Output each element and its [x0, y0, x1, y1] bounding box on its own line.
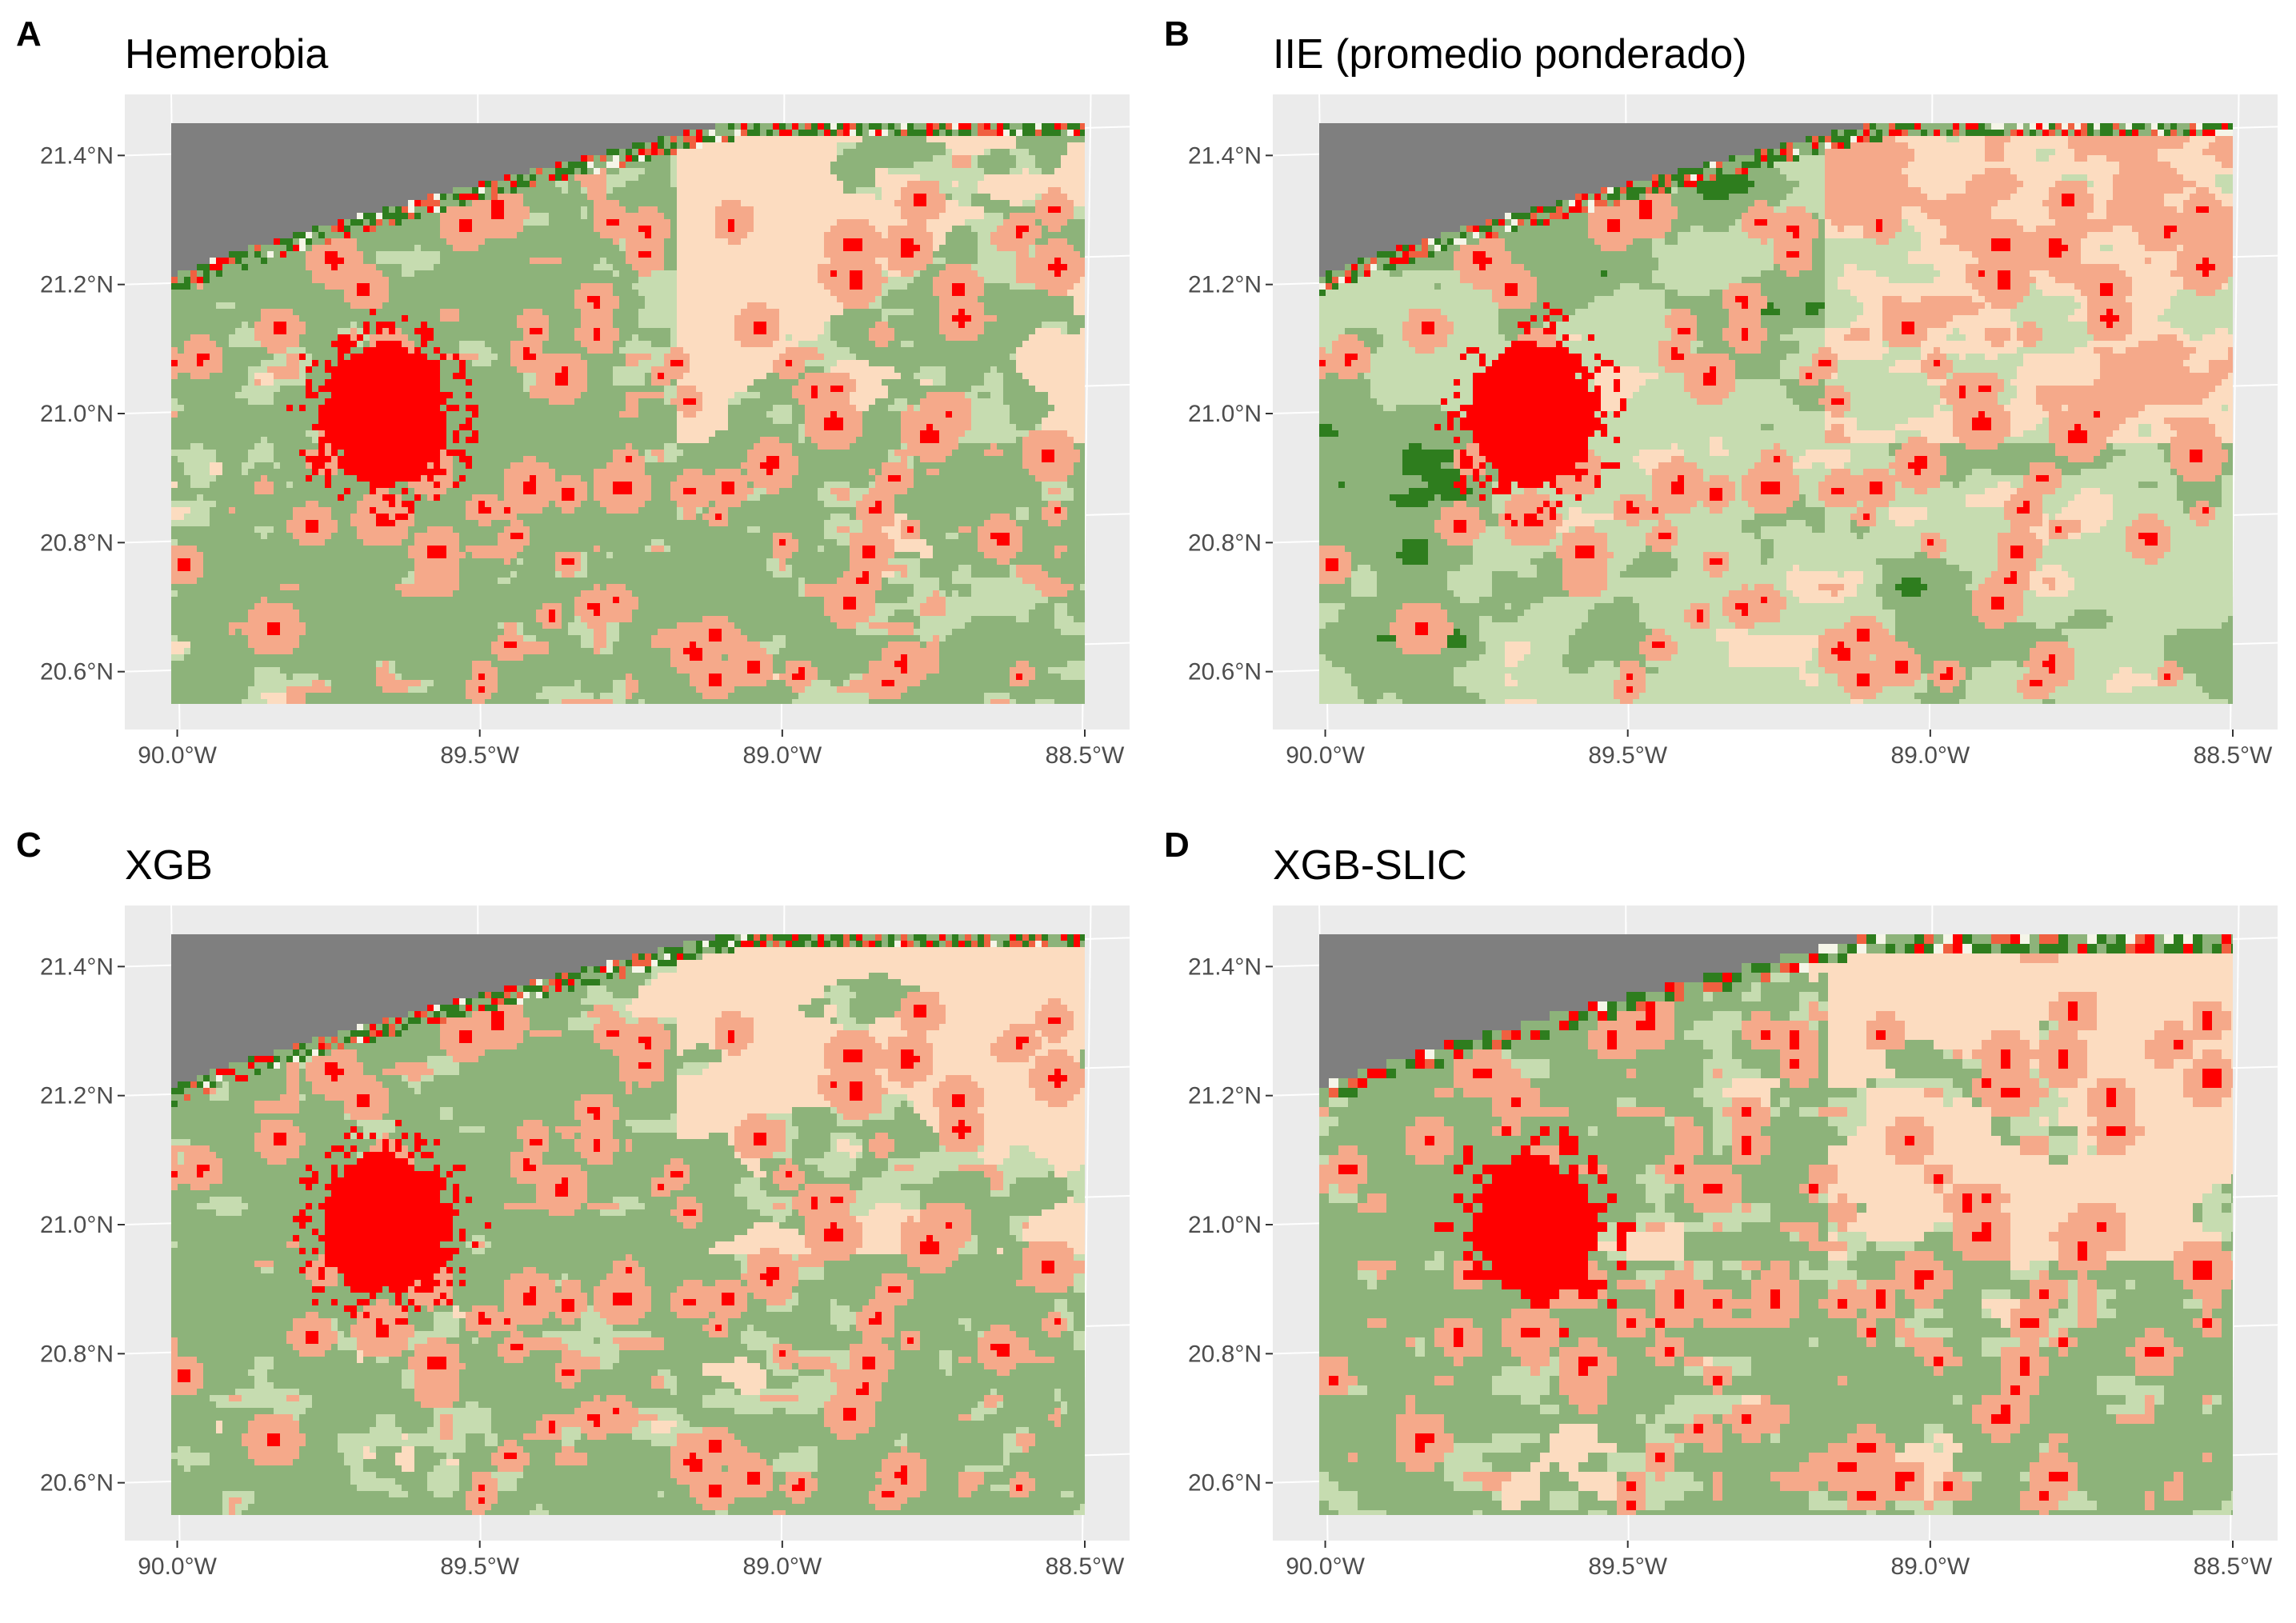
- panel-title: IIE (promedio ponderado): [1273, 31, 1747, 78]
- lon-tick-label: 89.0°W: [743, 1553, 822, 1580]
- lat-tick-label: 21.2°N: [1188, 272, 1262, 298]
- lon-tick-label: 89.5°W: [440, 1553, 519, 1580]
- panel-letter: A: [16, 14, 42, 54]
- lon-tick-label: 89.5°W: [440, 742, 519, 769]
- map-plot: 21.4°N 21.2°N 21.0°N 20.8°N 20.6°N 90.0°W 89.5…: [40, 94, 1130, 769]
- lon-tick-label: 89.0°W: [1891, 1553, 1970, 1580]
- map-panel-d: 21.4°N 21.2°N 21.0°N 20.8°N 20.6°N 90.0°W 89.5…: [1148, 811, 2296, 1622]
- lon-tick-label: 88.5°W: [1046, 1553, 1125, 1580]
- lon-tick-label: 90.0°W: [1286, 742, 1365, 769]
- lon-tick-label: 89.0°W: [1891, 742, 1970, 769]
- lon-tick-label: 88.5°W: [2194, 1553, 2273, 1580]
- lat-tick-label: 20.8°N: [40, 530, 114, 556]
- lon-tick-label: 88.5°W: [1046, 742, 1125, 769]
- map-plot: 21.4°N 21.2°N 21.0°N 20.8°N 20.6°N 90.0°W 89.5…: [1188, 94, 2278, 769]
- lon-tick-label: 90.0°W: [1286, 1553, 1365, 1580]
- axes: 21.4°N 21.2°N 21.0°N 20.8°N 20.6°N 90.0°W 89.5…: [40, 142, 1125, 769]
- lon-tick-label: 89.0°W: [743, 742, 822, 769]
- lat-tick-label: 21.0°N: [40, 1212, 114, 1238]
- lon-tick-label: 90.0°W: [138, 1553, 217, 1580]
- panel-letter: B: [1164, 14, 1190, 54]
- lon-tick-label: 89.5°W: [1588, 742, 1667, 769]
- lat-tick-label: 21.2°N: [40, 272, 114, 298]
- lat-tick-label: 21.2°N: [40, 1083, 114, 1109]
- lat-tick-label: 20.6°N: [40, 659, 114, 686]
- axes: 21.4°N 21.2°N 21.0°N 20.8°N 20.6°N 90.0°W 89.5…: [40, 953, 1125, 1580]
- panel-title: XGB-SLIC: [1273, 842, 1467, 889]
- lon-tick-label: 88.5°W: [2194, 742, 2273, 769]
- lat-tick-label: 20.6°N: [1188, 659, 1262, 686]
- axes: 21.4°N 21.2°N 21.0°N 20.8°N 20.6°N 90.0°W 89.5…: [1188, 142, 2273, 769]
- panel-title: Hemerobia: [125, 31, 329, 78]
- lat-tick-label: 20.8°N: [40, 1341, 114, 1367]
- panel-letter: C: [16, 825, 42, 865]
- map-panel-b: 21.4°N 21.2°N 21.0°N 20.8°N 20.6°N 90.0°W 89.5…: [1148, 0, 2296, 811]
- lat-tick-label: 21.4°N: [1188, 142, 1262, 169]
- lat-tick-label: 20.6°N: [1188, 1470, 1262, 1497]
- map-plot: 21.4°N 21.2°N 21.0°N 20.8°N 20.6°N 90.0°W 89.5…: [40, 905, 1130, 1580]
- lat-tick-label: 20.8°N: [1188, 1341, 1262, 1367]
- lat-tick-label: 21.0°N: [1188, 1212, 1262, 1238]
- lat-tick-label: 21.4°N: [1188, 953, 1262, 980]
- lat-tick-label: 20.6°N: [40, 1470, 114, 1497]
- lat-tick-label: 21.4°N: [40, 953, 114, 980]
- lat-tick-label: 21.2°N: [1188, 1083, 1262, 1109]
- lat-tick-label: 21.0°N: [40, 401, 114, 427]
- raster-layer: [171, 934, 1085, 1515]
- panel-letter: D: [1164, 825, 1190, 865]
- lon-tick-label: 89.5°W: [1588, 1553, 1667, 1580]
- lat-tick-label: 20.8°N: [1188, 530, 1262, 556]
- map-plot: 21.4°N 21.2°N 21.0°N 20.8°N 20.6°N 90.0°W 89.5…: [1188, 905, 2278, 1580]
- lon-tick-label: 90.0°W: [138, 742, 217, 769]
- map-panel-c: 21.4°N 21.2°N 21.0°N 20.8°N 20.6°N 90.0°W 89.5…: [0, 811, 1148, 1622]
- lat-tick-label: 21.0°N: [1188, 401, 1262, 427]
- raster-layer: [1319, 934, 2233, 1515]
- map-panel-a: 21.4°N 21.2°N 21.0°N 20.8°N 20.6°N 90.0°W 89.5…: [0, 0, 1148, 811]
- raster-layer: [1319, 123, 2233, 704]
- raster-layer: [171, 123, 1085, 704]
- panel-title: XGB: [125, 842, 213, 889]
- axes: 21.4°N 21.2°N 21.0°N 20.8°N 20.6°N 90.0°W 89.5…: [1188, 953, 2273, 1580]
- lat-tick-label: 21.4°N: [40, 142, 114, 169]
